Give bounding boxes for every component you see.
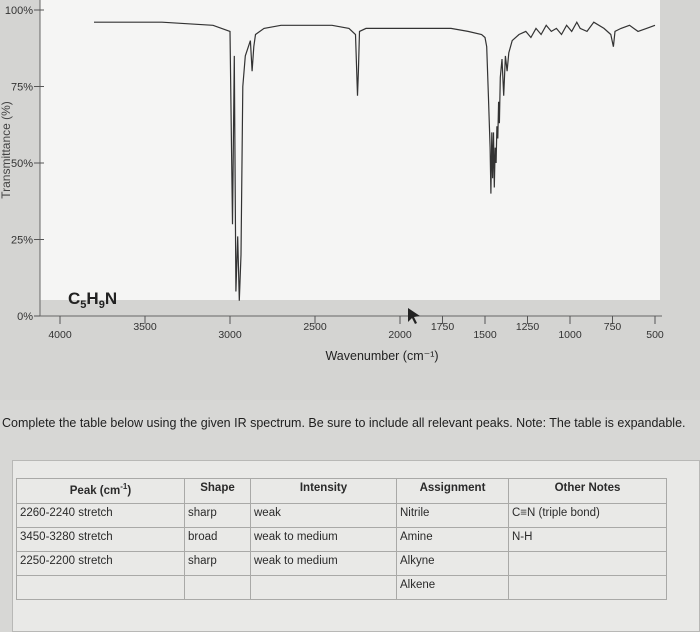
ir-table: Peak (cm-1) Shape Intensity Assignment O… (16, 478, 667, 600)
x-tick-label: 4000 (48, 329, 72, 341)
x-tick-label: 1000 (558, 329, 582, 341)
cell-peak[interactable]: 2250-2200 stretch (16, 551, 185, 576)
header-intensity: Intensity (250, 478, 397, 504)
mouse-cursor-icon (408, 308, 420, 324)
plot-area (40, 0, 660, 300)
cell-shape[interactable] (184, 575, 251, 600)
cell-notes[interactable] (508, 575, 667, 600)
cell-peak[interactable]: 2260-2240 stretch (16, 503, 185, 528)
cell-peak[interactable]: 3450-3280 stretch (16, 527, 185, 552)
y-tick-label: 0% (17, 311, 33, 323)
x-tick-label: 3000 (218, 329, 242, 341)
x-tick-label: 750 (604, 321, 622, 333)
table-row: 2250-2200 stretch sharp weak to medium A… (16, 551, 667, 576)
x-tick-label: 2500 (303, 321, 327, 333)
cell-notes[interactable] (508, 551, 667, 576)
cell-assignment[interactable]: Alkene (396, 575, 509, 600)
header-notes: Other Notes (508, 478, 667, 504)
cell-intensity[interactable]: weak to medium (250, 527, 397, 552)
y-tick-label: 25% (11, 235, 33, 247)
molecular-formula: C5H9N (68, 289, 117, 311)
x-axis-title: Wavenumber (cm⁻¹) (325, 349, 438, 363)
header-peak: Peak (cm-1) (16, 478, 185, 504)
x-tick-label: 1750 (431, 321, 455, 333)
cell-notes[interactable]: C≡N (triple bond) (508, 503, 667, 528)
cell-intensity[interactable]: weak to medium (250, 551, 397, 576)
spectrum-line (94, 20, 656, 301)
table-row: Alkene (16, 575, 667, 600)
x-tick-label: 1250 (516, 321, 540, 333)
formula-part: 9 (99, 299, 105, 311)
cell-notes[interactable]: N-H (508, 527, 667, 552)
x-tick-label: 1500 (473, 329, 497, 341)
x-tick-label: 3500 (133, 321, 157, 333)
cell-shape[interactable]: broad (184, 527, 251, 552)
cell-shape[interactable]: sharp (184, 503, 251, 528)
formula-part: C (68, 289, 80, 308)
table-row: 3450-3280 stretch broad weak to medium A… (16, 527, 667, 552)
cell-assignment[interactable]: Amine (396, 527, 509, 552)
y-axis-title: Transmittance (%) (0, 101, 13, 199)
y-tick-label: 50% (11, 158, 33, 170)
table-row: 2260-2240 stretch sharp weak Nitrile C≡N… (16, 503, 667, 528)
formula-part: 5 (80, 299, 86, 311)
question-text: Complete the table below using the given… (2, 416, 686, 430)
x-axis: 4000 3500 3000 2500 2000 1750 1500 1250 1000 750 5… (40, 315, 664, 341)
x-tick-label: 2000 (388, 329, 412, 341)
cell-assignment[interactable]: Alkyne (396, 551, 509, 576)
header-assignment: Assignment (396, 478, 509, 504)
cell-peak[interactable] (16, 575, 185, 600)
cell-assignment[interactable]: Nitrile (396, 503, 509, 528)
x-tick-label: 500 (646, 329, 664, 341)
y-tick-label: 100% (5, 5, 33, 17)
cell-intensity[interactable] (250, 575, 397, 600)
cell-shape[interactable]: sharp (184, 551, 251, 576)
cell-intensity[interactable]: weak (250, 503, 397, 528)
formula-part: H (86, 289, 98, 308)
y-axis: 0% 25% 50% 75% 100% (5, 0, 44, 323)
formula-part: N (105, 289, 117, 308)
y-tick-label: 75% (11, 82, 33, 94)
table-header-row: Peak (cm-1) Shape Intensity Assignment O… (16, 478, 667, 504)
header-shape: Shape (184, 478, 251, 504)
